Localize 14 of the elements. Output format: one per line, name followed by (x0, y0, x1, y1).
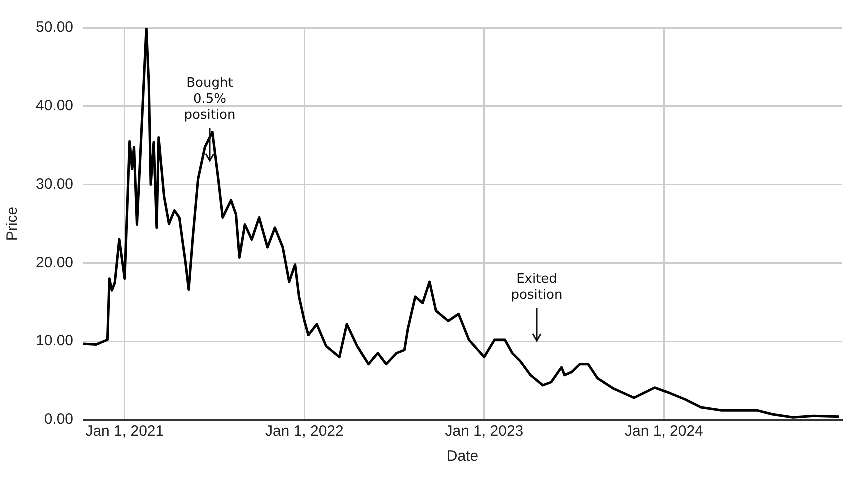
y-tick-label: 20.00 (36, 254, 74, 272)
x-tick-label: Jan 1, 2022 (265, 423, 344, 440)
x-tick-label: Jan 1, 2023 (445, 423, 524, 440)
y-tick-label: 0.00 (44, 411, 74, 428)
x-tick-label: Jan 1, 2021 (86, 423, 164, 440)
y-tick-label: 10.00 (36, 332, 74, 350)
x-axis-title: Date (446, 448, 479, 466)
y-tick-label: 30.00 (36, 176, 74, 193)
y-tick-label: 50.00 (36, 19, 74, 36)
annotation: Exited position (510, 272, 564, 304)
y-tick-label: 40.00 (36, 98, 74, 115)
annotation: Bought 0.5% position (183, 76, 237, 124)
y-axis-title: Price (4, 206, 22, 242)
x-tick-label: Jan 1, 2024 (625, 423, 704, 440)
